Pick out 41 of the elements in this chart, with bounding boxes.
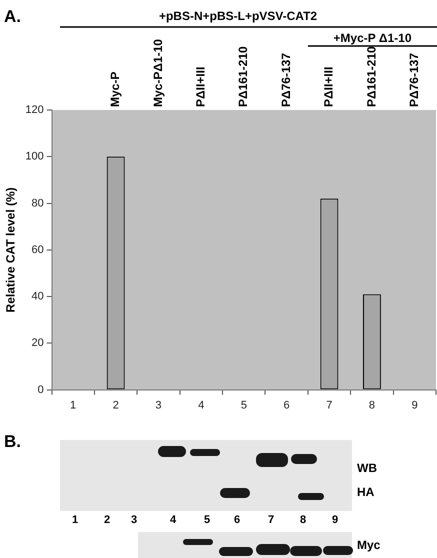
text: +pBS-N+pBS-L+pVSV-CAT2 (158, 9, 318, 23)
text: PΔII+III (322, 66, 336, 107)
x-tick-label: 6 (284, 399, 290, 412)
x-tick-label: 5 (240, 399, 247, 412)
text: 6 (234, 514, 240, 526)
y-axis-title: Relative CAT level (%) (4, 187, 18, 312)
text: B. (4, 432, 21, 451)
y-tick-label: 60 (32, 244, 44, 256)
y-tick-label: 120 (25, 104, 44, 116)
y-tick-label: 80 (32, 197, 44, 210)
text: PΔ161-210 (364, 46, 378, 107)
text: 4 (170, 514, 176, 526)
y-tick-label: 0 (38, 384, 44, 396)
text: HA (357, 485, 374, 499)
text: 3 (131, 514, 138, 526)
text: 2 (104, 514, 110, 526)
x-tick-label: 4 (198, 399, 204, 412)
text: 8 (300, 514, 306, 526)
text: 5 (204, 514, 210, 526)
x-tick-label: 1 (70, 399, 76, 412)
text: Myc-PΔ1-10 (150, 38, 165, 107)
text: PΔ161-210 (236, 46, 250, 107)
text: PΔII+III (193, 66, 208, 107)
y-tick-label: 20 (32, 337, 44, 350)
x-tick-label: 9 (412, 399, 418, 412)
text: 1 (72, 514, 78, 526)
x-tick-label: 3 (155, 399, 162, 412)
x-tick-label: 8 (368, 399, 376, 412)
text: 9 (332, 514, 338, 526)
text: WB (357, 461, 377, 475)
y-tick-label: 100 (25, 150, 44, 163)
text: 7 (268, 514, 274, 526)
x-tick-label: 7 (326, 399, 332, 412)
text: A. (4, 7, 21, 26)
text: Myc (357, 538, 380, 552)
text: +Myc-P Δ1-10 (333, 31, 412, 45)
x-tick-label: 2 (112, 399, 119, 412)
text: PΔ76-137 (406, 52, 421, 107)
y-tick-label: 40 (32, 290, 44, 303)
text: Myc-P (108, 72, 122, 107)
text: PΔ76-137 (278, 52, 293, 107)
